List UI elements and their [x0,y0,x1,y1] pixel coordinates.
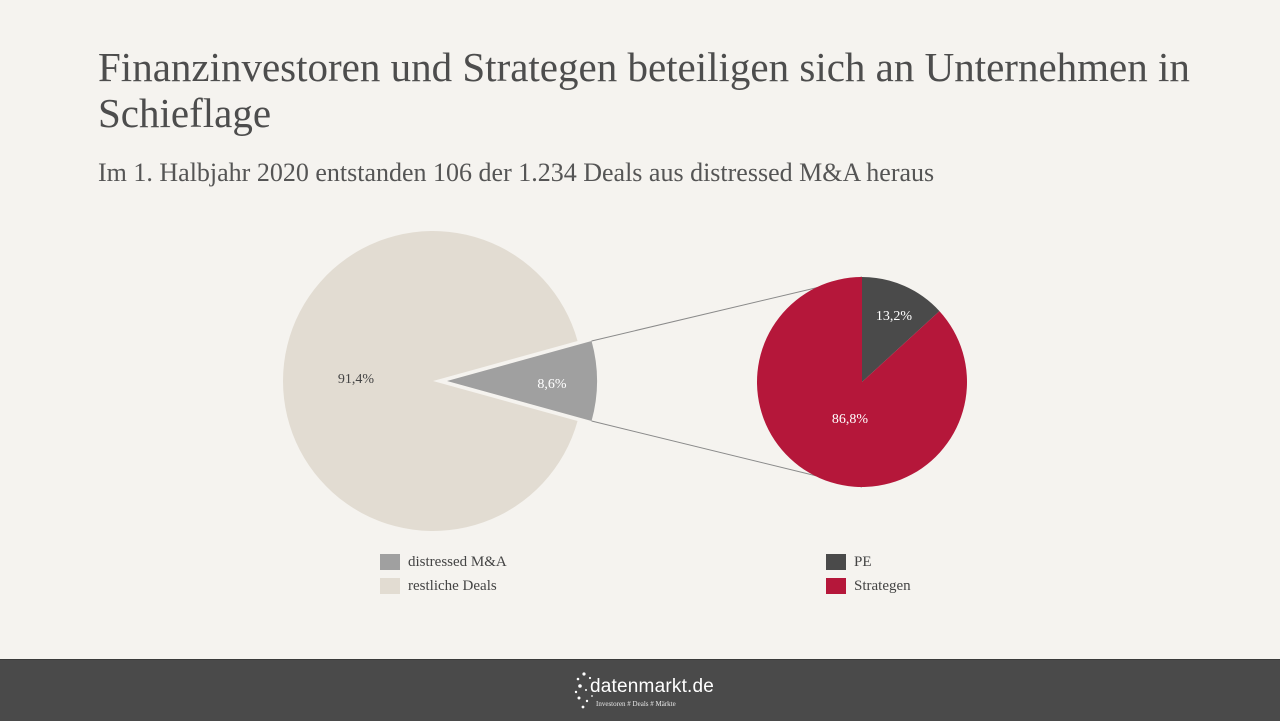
main-pie [282,230,597,531]
legend-swatch [826,554,846,570]
page-subtitle: Im 1. Halbjahr 2020 entstanden 106 der 1… [98,158,935,187]
page-title: Finanzinvestoren und Strategen beteilige… [98,44,1190,136]
legend-label: distressed M&A [408,553,507,570]
legend-label: Strategen [854,577,911,594]
label-strategen: 86,8% [832,412,869,427]
legend-item: PE [826,550,911,574]
slice-restliche-deals [282,230,578,531]
pie-of-pie-chart: 91,4% 8,6% 13,2% 86,8% [282,230,968,531]
slice-distressed-ma [447,340,597,422]
data-labels: 91,4% 8,6% 13,2% 86,8% [338,309,913,427]
legend-swatch [380,554,400,570]
legend-label: restliche Deals [408,577,497,594]
slice-strategen [757,277,968,487]
legend-breakdown-pie: PE Strategen [826,550,911,598]
footer-bar: datenmarkt.de Investoren # Deals # Märkt… [0,659,1280,721]
label-distressed-ma: 8,6% [537,377,567,392]
logo-text: datenmarkt.de [590,676,715,697]
legend-item: Strategen [826,574,911,598]
legend-item: distressed M&A [380,550,507,574]
label-pe: 13,2% [876,309,913,324]
slice-pe [862,277,940,382]
legend-item: restliche Deals [380,574,507,598]
legend-swatch [826,578,846,594]
legend-main-pie: distressed M&A restliche Deals [380,550,507,598]
logo-tagline: Investoren # Deals # Märkte [596,700,676,708]
dots-constellation-icon [574,672,593,709]
datenmarkt-logo[interactable]: datenmarkt.de Investoren # Deals # Märkt… [574,666,714,716]
label-restliche-deals: 91,4% [338,372,375,387]
breakdown-pie [757,277,968,487]
legend-label: PE [854,553,872,570]
legend-swatch [380,578,400,594]
